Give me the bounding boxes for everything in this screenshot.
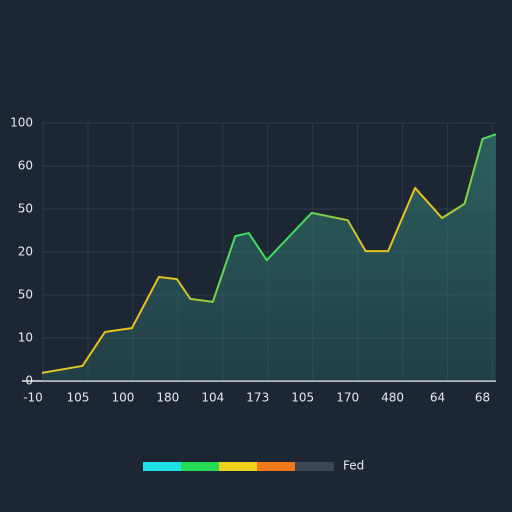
- x-tick-label: 480: [381, 391, 404, 405]
- y-tick-label: 50: [18, 288, 33, 302]
- y-tick-label: 20: [18, 245, 33, 259]
- legend-swatch: [257, 462, 296, 471]
- area: [42, 134, 496, 381]
- y-tick-label: 50: [18, 202, 33, 216]
- x-tick-label: 105: [67, 391, 90, 405]
- legend-swatch: [143, 462, 182, 471]
- y-tick-label: 10: [18, 331, 33, 345]
- x-tick-label: 100: [111, 391, 134, 405]
- legend-label: Fed: [343, 459, 364, 473]
- legend-swatch: [295, 462, 334, 471]
- x-tick-label: 170: [336, 391, 359, 405]
- x-tick-label: 68: [475, 391, 490, 405]
- x-tick-label: 180: [156, 391, 179, 405]
- line: [41, 133, 497, 374]
- x-tick-label: 104: [201, 391, 224, 405]
- legend-swatch: [181, 462, 220, 471]
- x-tick-label: -10: [23, 391, 43, 405]
- x-tick-label: 105: [291, 391, 314, 405]
- x-tick-label: 173: [246, 391, 269, 405]
- y-tick-label: 100: [10, 116, 33, 130]
- legend-swatch: [219, 462, 258, 471]
- x-tick-label: 64: [430, 391, 445, 405]
- y-tick-label: 60: [18, 159, 33, 173]
